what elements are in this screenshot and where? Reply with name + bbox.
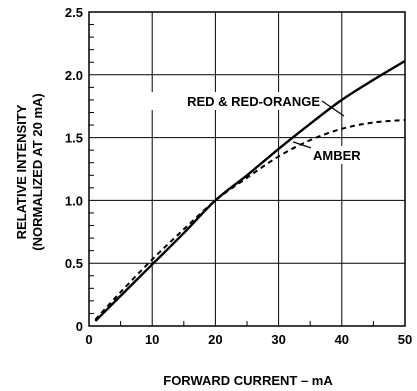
x-tick-label: 0 — [85, 332, 92, 347]
annotation-background — [311, 145, 374, 164]
annotation-red-red-orange: RED & RED-ORANGE — [187, 94, 320, 109]
y-tick-label: 1.5 — [65, 131, 83, 146]
x-tick-label: 40 — [335, 332, 349, 347]
annotation-background — [142, 91, 322, 110]
series-line-red-red-orange — [94, 59, 406, 322]
y-tick-label: 1.0 — [65, 193, 83, 208]
series-lines — [94, 59, 406, 322]
x-tick-label: 50 — [398, 332, 412, 347]
x-tick-label: 10 — [145, 332, 159, 347]
annotation-amber: AMBER — [313, 148, 361, 163]
y-tick-label: 0.5 — [65, 256, 83, 271]
x-tick-label: 20 — [208, 332, 222, 347]
x-axis-label: FORWARD CURRENT – mA — [163, 373, 333, 388]
y-axis-label-line-1: RELATIVE INTENSITY — [14, 104, 29, 239]
y-axis-label-line-2: (NORMALIZED AT 20 mA) — [30, 93, 45, 250]
series-annotations: RED & RED-ORANGE AMBER — [142, 91, 374, 164]
axis-ticks — [89, 24, 374, 326]
y-tick-label: 2.0 — [65, 68, 83, 83]
y-tick-label: 0 — [76, 319, 83, 334]
y-tick-label: 2.5 — [65, 5, 83, 20]
annotation-leader — [321, 100, 345, 117]
tick-labels: 0 10 20 30 40 50 0 0.5 1.0 1.5 2.0 2.5 — [65, 5, 412, 347]
annotation-leader — [292, 141, 312, 149]
series-line-amber — [94, 119, 406, 321]
x-tick-label: 30 — [271, 332, 285, 347]
plot-frame — [88, 11, 406, 327]
